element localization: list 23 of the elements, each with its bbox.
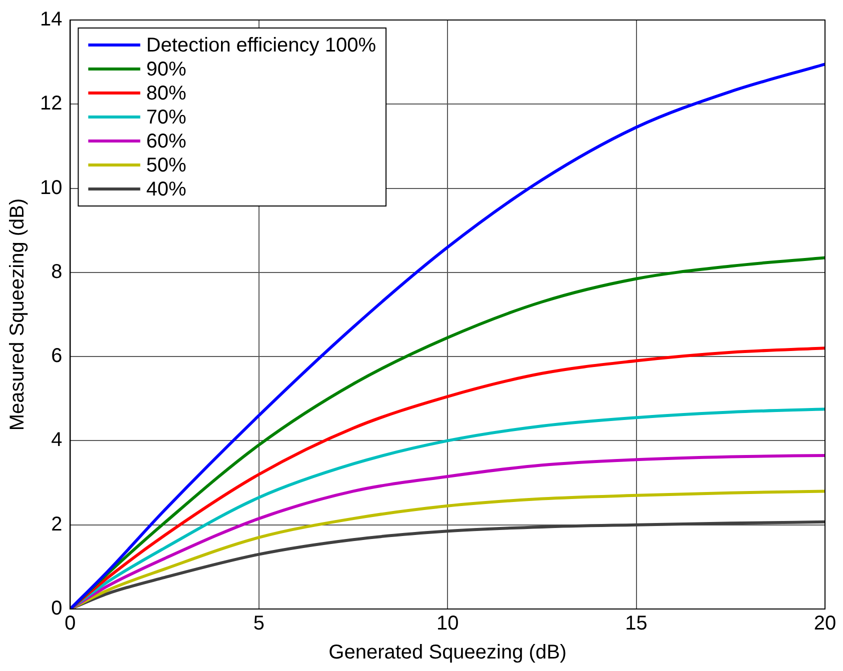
x-axis-title: Generated Squeezing (dB) bbox=[328, 642, 567, 664]
x-tick-label: 5 bbox=[253, 612, 264, 635]
y-tick-label: 6 bbox=[51, 345, 62, 368]
legend-label: 40% bbox=[146, 178, 186, 201]
legend-label: Detection efficiency 100% bbox=[146, 34, 376, 57]
y-tick-label: 0 bbox=[51, 598, 62, 620]
y-tick-label: 8 bbox=[51, 260, 62, 283]
y-tick-label: 2 bbox=[51, 513, 62, 536]
x-tick-label: 15 bbox=[625, 612, 648, 635]
line-series bbox=[70, 346, 825, 609]
legend-label: 90% bbox=[146, 58, 186, 81]
x-tick-label: 20 bbox=[814, 612, 836, 635]
y-axis-title: Measured Squeezing (dB) bbox=[6, 198, 29, 431]
y-tick-label: 14 bbox=[40, 8, 62, 31]
y-tick-label: 12 bbox=[40, 92, 62, 115]
y-tick-label: 10 bbox=[40, 176, 62, 199]
y-tick-label: 4 bbox=[51, 429, 62, 452]
legend-label: 70% bbox=[146, 106, 186, 129]
line-series bbox=[70, 62, 825, 609]
legend-label: 50% bbox=[146, 154, 186, 177]
legend-label: 80% bbox=[146, 82, 186, 105]
legend-label: 60% bbox=[146, 130, 186, 153]
x-tick-label: 10 bbox=[436, 612, 459, 635]
